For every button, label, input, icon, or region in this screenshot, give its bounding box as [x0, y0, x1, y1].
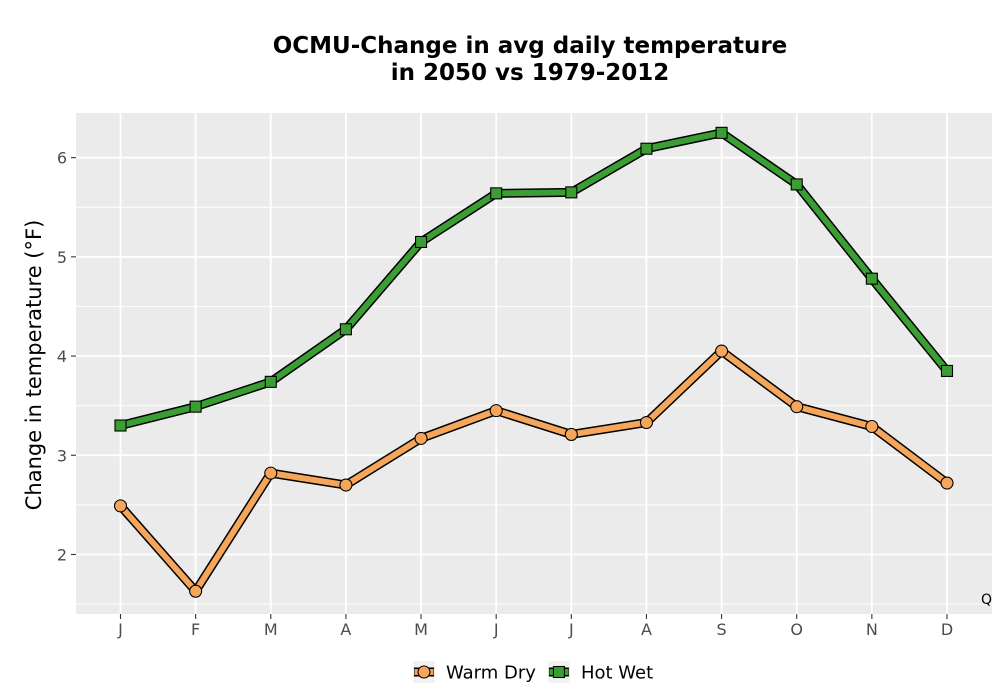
data-point	[339, 323, 352, 336]
minor-gridlines	[76, 206, 992, 605]
chart-title-line-1: OCMU-Change in avg daily temperature	[273, 33, 788, 59]
x-tick-label: S	[717, 620, 727, 639]
x-tick-label: O	[790, 620, 803, 639]
x-tick-label: A	[641, 620, 652, 639]
legend-item: Warm Dry	[413, 661, 536, 684]
data-point	[715, 344, 729, 358]
plot-panel	[76, 113, 992, 614]
chart-title-line-2: in 2050 vs 1979-2012	[391, 60, 670, 86]
y-tick-label: 6	[57, 149, 67, 168]
data-point	[490, 187, 503, 200]
data-point	[940, 476, 954, 490]
data-point	[264, 466, 278, 480]
x-tick-label: J	[117, 620, 123, 639]
data-point	[865, 272, 878, 285]
y-axis-title: Change in temperature (°F)	[22, 220, 46, 511]
major-gridlines	[76, 113, 992, 614]
data-point	[414, 431, 428, 445]
x-tick-label: M	[414, 620, 428, 639]
series-1	[114, 126, 954, 432]
x-tick-label: N	[866, 620, 878, 639]
data-point	[414, 235, 428, 249]
data-point	[264, 375, 277, 388]
x-tick-label: J	[493, 620, 499, 639]
data-point	[565, 186, 578, 199]
data-point	[189, 400, 202, 413]
data-point	[639, 415, 654, 430]
series-line	[117, 129, 950, 429]
x-tick-label: A	[340, 620, 351, 639]
y-tick-label: 2	[57, 545, 67, 564]
series-line	[117, 348, 950, 595]
data-point	[113, 499, 128, 513]
data-point	[189, 584, 203, 598]
series-0	[113, 344, 954, 598]
data-point	[790, 400, 804, 414]
data-point	[940, 364, 954, 377]
data-point	[865, 419, 879, 434]
y-tick-label: 4	[57, 347, 67, 366]
data-point	[640, 142, 653, 155]
data-point	[790, 178, 803, 191]
tick-labels: 2 3 4 5 6 J F M A M J J A S O N D	[57, 149, 953, 639]
series-layer	[113, 126, 954, 598]
x-tick-label: F	[191, 620, 200, 639]
axis-ticks	[71, 157, 948, 619]
data-point	[489, 404, 503, 418]
corner-note: Q	[981, 592, 992, 608]
legend-label: Hot Wet	[581, 663, 653, 684]
y-tick-label: 5	[57, 248, 67, 267]
legend-label: Warm Dry	[446, 663, 536, 684]
x-tick-label: D	[941, 620, 953, 639]
data-point	[114, 419, 127, 432]
legend-item: Hot Wet	[547, 661, 653, 684]
y-tick-label: 3	[57, 446, 67, 465]
legend-key-marker	[552, 665, 565, 679]
data-point	[339, 478, 353, 492]
x-tick-label: J	[568, 620, 574, 639]
legend: Warm Dry Hot Wet	[413, 661, 653, 684]
data-point	[564, 427, 578, 441]
x-tick-label: M	[264, 620, 278, 639]
data-point	[715, 126, 728, 139]
legend-key-marker	[417, 665, 431, 679]
